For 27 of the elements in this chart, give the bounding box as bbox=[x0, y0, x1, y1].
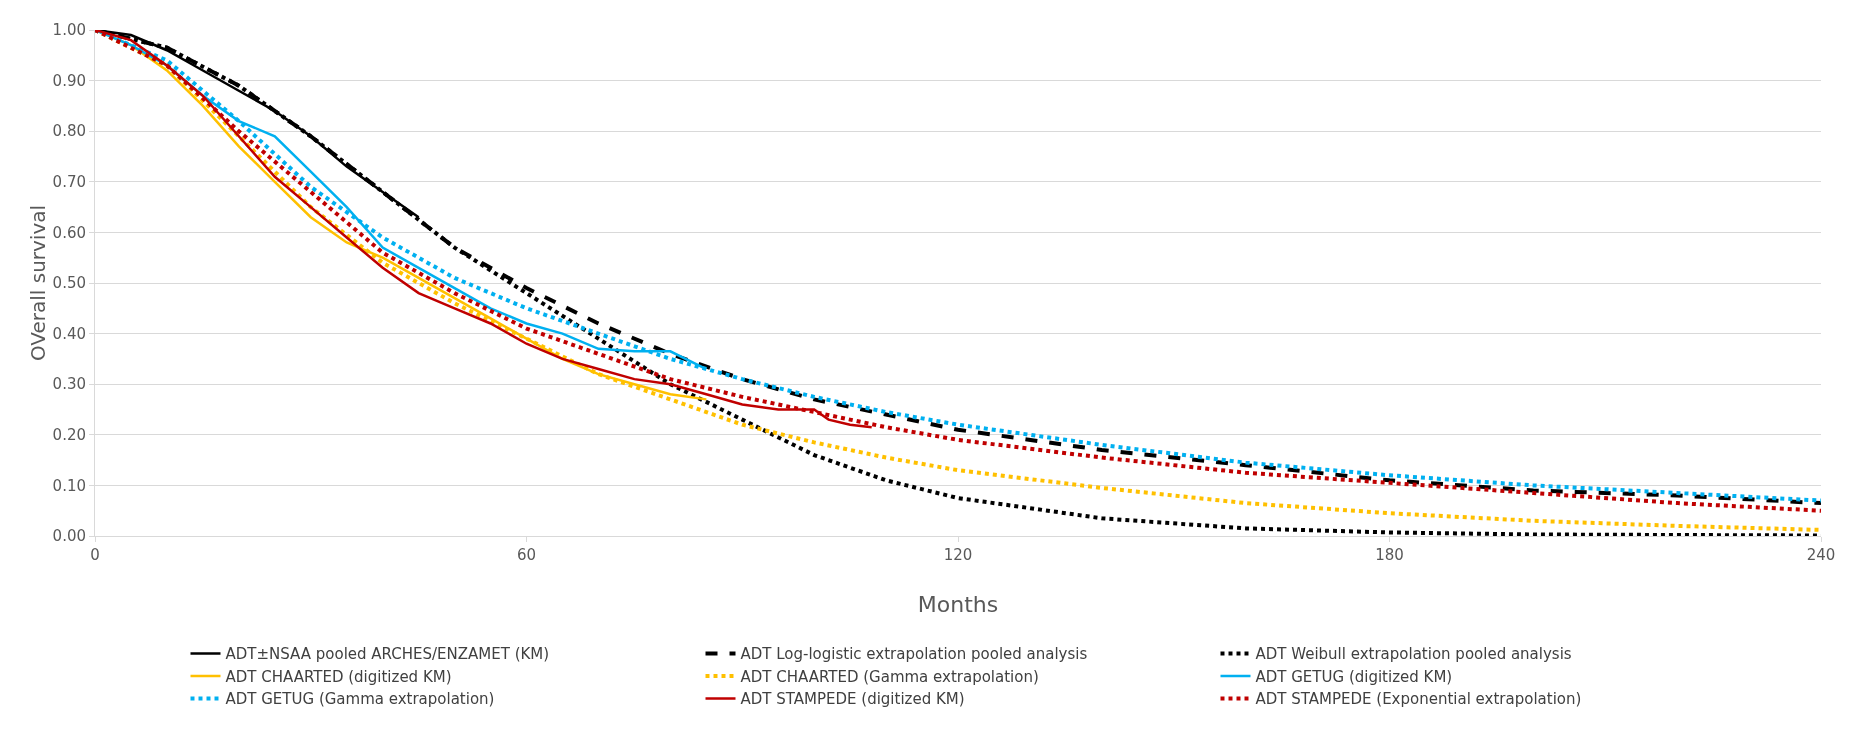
legend-label: ADT Log-logistic extrapolation pooled analysis bbox=[740, 645, 1088, 664]
y-tick-label: 0.50 bbox=[52, 274, 86, 293]
x-tick-label: 120 bbox=[943, 546, 973, 564]
x-tick-label: 180 bbox=[1375, 546, 1404, 564]
y-tick-label: 0.70 bbox=[52, 173, 86, 192]
x-tick-label: 60 bbox=[516, 546, 537, 564]
legend-label: ADT CHAARTED (Gamma extrapolation) bbox=[740, 667, 1039, 686]
y-tick-label: 0.40 bbox=[52, 324, 86, 343]
y-tick-label: 0.80 bbox=[52, 122, 86, 141]
x-axis-title: Months bbox=[917, 592, 999, 617]
y-tick-label: 0.30 bbox=[52, 375, 86, 394]
y-tick-label: 0.90 bbox=[52, 71, 86, 90]
y-axis-title: OVerall survival bbox=[26, 204, 50, 362]
legend-label: ADT Weibull extrapolation pooled analysis bbox=[1255, 645, 1572, 664]
x-tick-label: 240 bbox=[1806, 546, 1836, 564]
y-tick-label: 0.20 bbox=[52, 426, 86, 445]
y-tick-label: 1.00 bbox=[52, 21, 86, 40]
legend-label: ADT±NSAA pooled ARCHES/ENZAMET (KM) bbox=[225, 645, 550, 664]
legend-label: ADT STAMPEDE (Exponential extrapolation) bbox=[1255, 690, 1582, 709]
y-tick-label: 0.00 bbox=[52, 527, 86, 546]
legend-label: ADT GETUG (digitized KM) bbox=[1255, 667, 1453, 686]
y-tick-label: 0.10 bbox=[52, 476, 86, 495]
y-tick-label: 0.60 bbox=[52, 223, 86, 242]
legend-label: ADT CHAARTED (digitized KM) bbox=[225, 667, 452, 686]
legend-label: ADT GETUG (Gamma extrapolation) bbox=[225, 690, 495, 709]
legend-label: ADT STAMPEDE (digitized KM) bbox=[740, 690, 965, 709]
x-tick-label: 0 bbox=[90, 546, 100, 564]
